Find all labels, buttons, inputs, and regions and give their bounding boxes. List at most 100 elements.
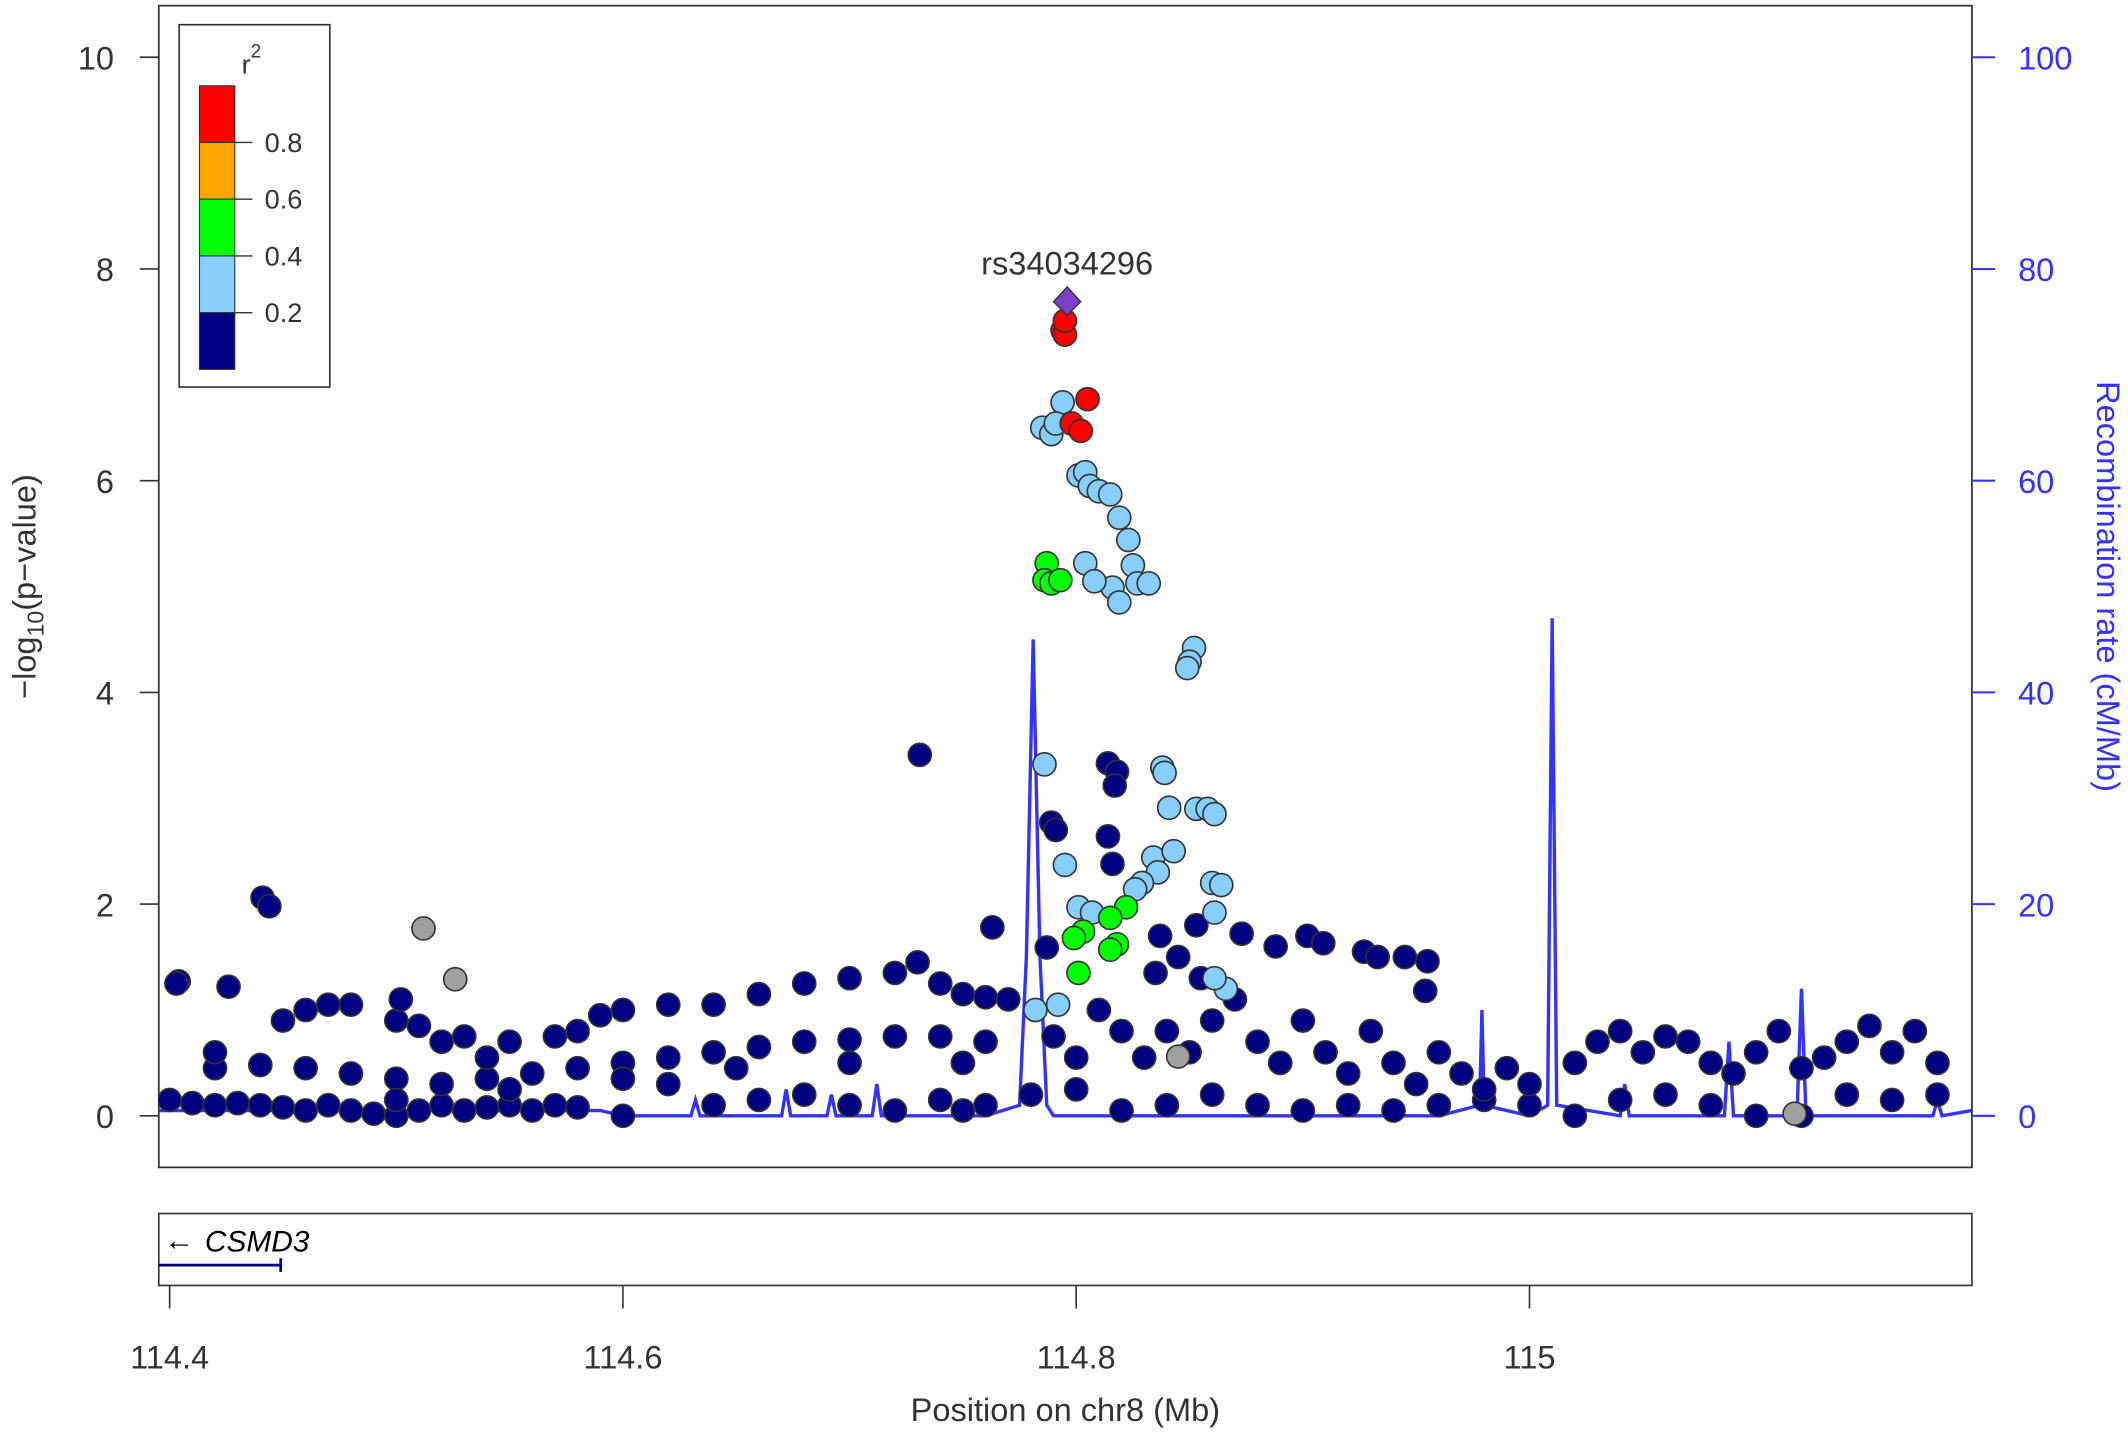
snp-point [451,1098,477,1123]
x-tick-label: 114.6 [583,1339,662,1375]
snp-point [746,1034,772,1060]
snp-point [1100,851,1125,877]
recombination-line [158,618,1972,1118]
snp-point [565,1018,590,1044]
snp-point [247,1092,273,1118]
snp-point [791,1029,817,1055]
snp-point [1766,1018,1792,1044]
snp-point [1313,1039,1338,1065]
snp-point [1061,925,1087,951]
y2-tick-label: 60 [2018,464,2054,500]
snp-point [1131,1045,1157,1070]
snp-point [610,1066,636,1092]
snp-point [610,1103,636,1129]
snp-point [225,1090,250,1116]
snp-point [1607,1018,1633,1044]
snp-point [1245,1092,1270,1118]
snp-point [1245,1029,1270,1055]
snp-point [565,1095,590,1120]
snp-point [973,1029,998,1055]
snp-point [338,1061,364,1086]
legend-title: r2 [242,41,262,79]
snp-point [1471,1077,1497,1102]
snp-point [1174,655,1200,681]
snp-point [837,1050,862,1076]
y-tick-label: 2 [96,887,114,923]
snp-point [338,1098,364,1123]
snp-point [701,1092,726,1118]
snp-point [1517,1071,1542,1097]
snp-point [1834,1082,1860,1108]
snp-point [1147,923,1173,949]
legend-label: 0.2 [265,297,303,328]
snp-point [1381,1050,1406,1076]
snp-point [1310,930,1336,956]
snp-points [158,285,1950,1129]
snp-point [1857,1013,1882,1039]
snp-point [1106,505,1132,531]
snp-point [1063,1045,1089,1070]
snp-point [202,1039,228,1065]
snp-point [1675,1029,1701,1055]
snp-point [519,1098,545,1123]
snp-point [247,1052,273,1078]
snp-point [474,1095,500,1120]
snp-point [655,992,681,1018]
snp-point [1102,773,1128,798]
snp-point [701,1039,726,1065]
y-tick-label: 8 [96,252,114,288]
lead-snp-point [1052,285,1082,317]
y2-tick-label: 20 [2018,887,2054,923]
snp-point [202,1092,228,1118]
snp-point [587,1002,613,1028]
snp-point [315,1092,341,1118]
snp-point [1063,1077,1089,1102]
snp-point [1183,912,1209,938]
x-axis: 114.4 114.6 114.8 115 [130,1285,1555,1375]
y-tick-label: 6 [96,464,114,500]
snp-point [882,1024,908,1049]
snp-point [837,1092,862,1118]
snp-point [497,1029,522,1055]
y2-tick-label: 100 [2018,40,2072,76]
snp-point [1165,944,1191,970]
snp-point [1562,1050,1588,1076]
snp-point [542,1024,568,1049]
snp-point [1106,590,1132,615]
snp-point [406,1098,432,1123]
snp-point [1109,1098,1134,1123]
snp-point [1154,1018,1180,1044]
snp-point [1607,1087,1633,1113]
legend: r2 0.8 0.6 0.4 0.2 [178,23,331,388]
legend-swatch [198,255,236,314]
y2-tick-label: 40 [2018,676,2054,712]
snp-point [164,971,189,996]
snp-point [1392,944,1418,970]
snp-point [497,1077,522,1102]
snp-point [179,1090,205,1116]
snp-point [216,974,241,1000]
y-tick-label: 4 [96,676,114,712]
snp-point [361,1101,386,1127]
snp-point [1097,937,1123,962]
snp-point [980,915,1005,940]
snp-point [1143,960,1168,986]
snp-point [315,992,341,1018]
snp-point [338,992,364,1018]
snp-point [270,1095,296,1120]
snp-point [1743,1039,1769,1065]
snp-point [1202,801,1227,827]
snp-point [1789,1055,1814,1081]
snp-point [1041,1024,1066,1049]
snp-point [1698,1050,1724,1076]
snp-point [723,1055,749,1081]
snp-point [1653,1082,1678,1108]
snp-point [270,1008,296,1033]
snp-point [1585,1029,1610,1055]
snp-point [1811,1045,1837,1070]
snp-point [1156,795,1182,821]
snp-point [406,1013,432,1039]
snp-point [1208,872,1234,898]
snp-point [411,916,436,941]
snp-point [1290,1098,1316,1123]
